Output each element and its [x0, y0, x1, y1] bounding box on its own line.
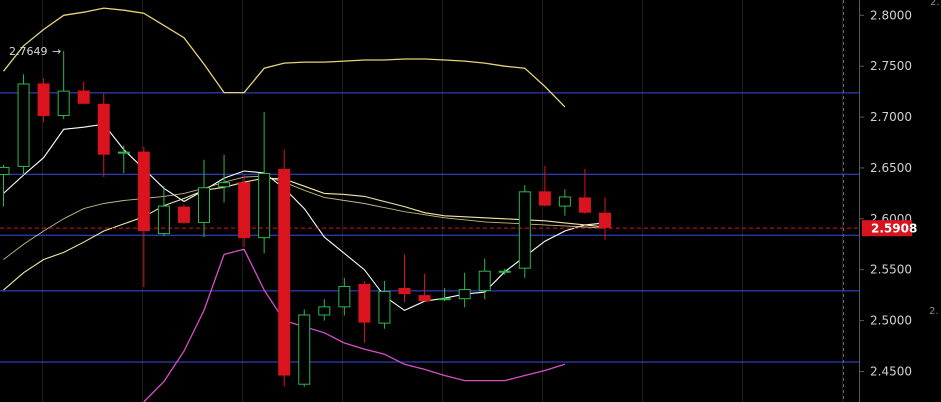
candle-body	[17, 83, 30, 167]
candle-bullish	[117, 145, 130, 174]
candle-bullish	[338, 277, 351, 316]
candle-bearish	[177, 204, 190, 224]
candle-bullish	[17, 74, 30, 176]
candle-body	[398, 288, 411, 295]
candle-bearish	[238, 175, 251, 248]
candles	[0, 50, 611, 387]
candle-bearish	[97, 93, 110, 178]
current-price-label: 2.5908	[871, 222, 917, 236]
candle-bearish	[578, 168, 591, 214]
candle-body	[77, 90, 90, 104]
candle-bullish	[478, 258, 491, 300]
high-marker-label: 2.7649	[9, 45, 48, 58]
candle-bullish	[438, 288, 451, 302]
high-marker-arrow: →	[52, 45, 61, 58]
candle-body	[578, 197, 591, 213]
candle-bullish	[498, 268, 511, 275]
price-axis: 2.80002.75002.70002.65002.60002.55002.50…	[859, 0, 912, 402]
candle-body	[538, 191, 551, 206]
y-tick-label: 2.5500	[870, 263, 912, 277]
candle-bearish	[77, 81, 90, 104]
y-tick-label: 2.6500	[870, 161, 912, 175]
indicator-ma_mid	[3, 175, 606, 260]
candle-body	[137, 151, 150, 232]
candle-body	[318, 306, 331, 316]
candle-body	[298, 314, 311, 385]
candle-body	[558, 196, 571, 207]
candle-body	[418, 295, 431, 302]
candle-body	[218, 182, 231, 188]
edge-label-top: 2.	[930, 0, 940, 8]
candle-body	[198, 187, 210, 223]
candle-body	[338, 285, 351, 308]
candle-body	[358, 283, 371, 323]
candle-bearish	[278, 149, 291, 387]
candle-bullish	[318, 299, 331, 321]
y-tick-label: 2.7000	[870, 110, 912, 124]
indicator-ma_slow	[3, 177, 606, 291]
candle-body	[378, 291, 391, 324]
candle-body	[177, 206, 190, 223]
current-price-tag-box	[862, 220, 912, 237]
candle-body	[258, 173, 271, 239]
candle-bullish	[378, 280, 391, 329]
candle-bullish	[298, 309, 311, 387]
indicator-bb_lower	[143, 248, 566, 402]
candle-bullish	[57, 50, 70, 120]
candle-bullish	[518, 185, 531, 278]
candle-bullish	[198, 159, 210, 238]
y-tick-label: 2.4500	[870, 364, 912, 378]
candle-bearish	[599, 197, 611, 241]
candle-bullish	[258, 111, 271, 254]
candle-bullish	[458, 272, 471, 308]
candle-body	[97, 103, 110, 155]
candle-body	[57, 90, 70, 117]
candle-body	[438, 298, 451, 301]
candle-body	[0, 166, 10, 176]
candle-bullish	[558, 189, 571, 216]
candle-body	[518, 191, 531, 269]
candle-bullish	[218, 154, 231, 203]
candle-bearish	[358, 280, 371, 343]
candle-bearish	[398, 254, 411, 303]
edge-label-mid: 2.	[929, 306, 939, 317]
candle-body	[117, 151, 130, 154]
candle-body	[498, 270, 511, 273]
candle-bearish	[137, 146, 150, 287]
candle-body	[599, 212, 611, 228]
candle-body	[157, 205, 170, 235]
candle-body	[238, 182, 251, 239]
y-tick-label: 2.5000	[870, 314, 912, 328]
indicator-bb_upper	[2, 7, 566, 108]
y-tick-label: 2.8000	[870, 8, 912, 22]
candle-body	[278, 168, 291, 376]
candle-bullish	[0, 164, 10, 207]
candle-bearish	[37, 78, 50, 123]
candle-body	[37, 83, 50, 117]
candle-body	[458, 289, 471, 300]
candle-bearish	[538, 165, 551, 207]
candle-body	[478, 270, 491, 292]
candle-bearish	[418, 273, 431, 302]
y-tick-label: 2.7500	[870, 59, 912, 73]
current-price-tag: 2.5908	[862, 220, 917, 237]
